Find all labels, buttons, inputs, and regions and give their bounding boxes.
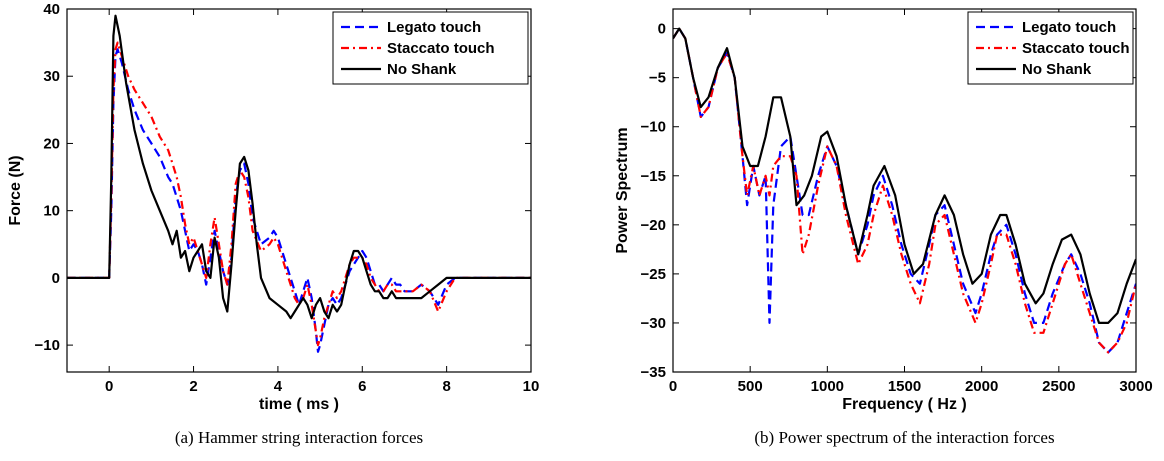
x-tick-label: 1500 (888, 378, 921, 395)
y-tick-label: 30 (43, 68, 60, 85)
y-tick-label: −10 (35, 337, 60, 354)
series-line-legato-touch (67, 48, 531, 353)
panel-power-spectrum: 0 500 1000 1500 2000 2500 3000 −35 −30 −25 −20 −15 −… (614, 8, 1153, 447)
x-tick-label: 4 (274, 378, 283, 395)
legend-label: Legato touch (1022, 19, 1116, 36)
series-line-no-shank (673, 27, 1136, 324)
y-tick-label: 0 (658, 21, 666, 38)
x-axis-label: Frequency ( Hz ) (842, 396, 966, 413)
x-tick-label: 2000 (965, 378, 998, 395)
y-tick-label: 0 (52, 270, 60, 287)
x-tick-label: 3000 (1119, 378, 1152, 395)
legend: Legato touch Staccato touch No Shank (332, 11, 529, 85)
x-tick-label: 2 (189, 378, 197, 395)
x-tick-label: 500 (738, 378, 763, 395)
y-tick-label: −10 (641, 119, 666, 136)
x-tick-label: 0 (105, 378, 113, 395)
y-tick-label: 20 (43, 135, 60, 152)
series-line-staccato-touch (673, 27, 1136, 354)
y-tick-label: −5 (649, 70, 666, 87)
y-tick-label: 40 (43, 1, 60, 18)
legend-label: Legato touch (387, 19, 481, 36)
legend-label: No Shank (1022, 61, 1092, 78)
y-tick-label: −30 (641, 315, 666, 332)
x-tick-label: 6 (358, 378, 366, 395)
y-axis-label: Force (N) (7, 155, 24, 225)
series-line-no-shank (67, 14, 531, 320)
x-tick-label: 0 (669, 378, 677, 395)
x-tick-label: 10 (523, 378, 540, 395)
y-tick-label: −15 (641, 168, 666, 185)
legend-label: No Shank (387, 61, 457, 78)
series-line-staccato-touch (67, 41, 531, 347)
y-tick-label: 10 (43, 203, 60, 220)
x-tick-label: 2500 (1042, 378, 1075, 395)
y-tick-label: −35 (641, 364, 666, 381)
y-axis-label: Power Spectrum (614, 127, 631, 253)
y-tick-label: −20 (641, 217, 666, 234)
legend: Legato touch Staccato touch No Shank (967, 11, 1134, 85)
x-axis-label: time ( ms ) (259, 396, 339, 413)
figure-caption: (b) Power spectrum of the interaction fo… (754, 428, 1054, 447)
x-tick-label: 1000 (811, 378, 844, 395)
legend-label: Staccato touch (387, 40, 495, 57)
plot-frame (66, 8, 532, 373)
panel-force: 0 2 4 6 8 10 −10 0 10 20 30 40 time ( ms ) Force (N) (… (7, 1, 539, 447)
y-tick-label: −25 (641, 266, 666, 283)
x-tick-label: 8 (442, 378, 450, 395)
figure-caption: (a) Hammer string interaction forces (175, 428, 423, 447)
legend-label: Staccato touch (1022, 40, 1130, 57)
